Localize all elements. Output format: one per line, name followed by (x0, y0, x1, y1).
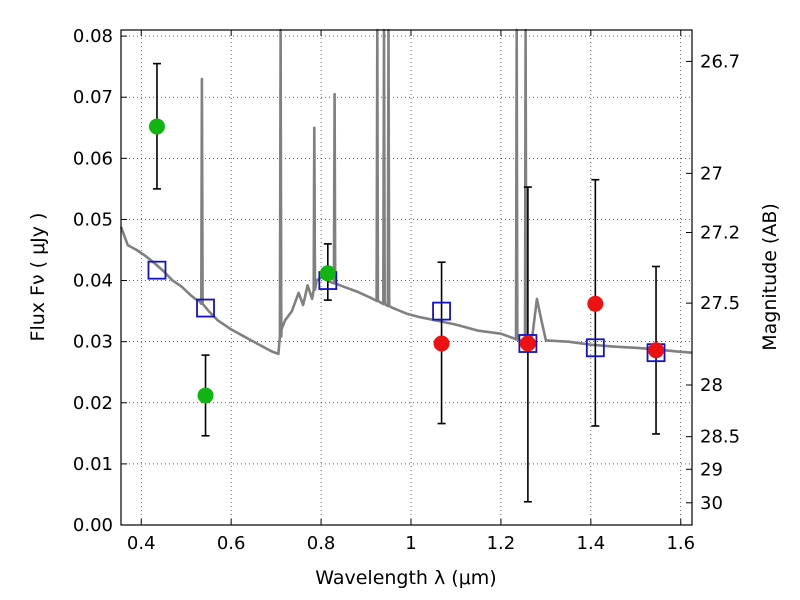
observed-point-optical (148, 118, 165, 135)
observed-point-optical (319, 265, 336, 282)
y2-tick-label: 30 (700, 493, 723, 514)
error-bars (152, 62, 661, 503)
model-boxes (147, 260, 666, 363)
axis-ticks: 0.4 0.6 0.8 1 1.2 1.4 1.6 0.00 0.01 0.02 0.03 0.04 0… (73, 26, 740, 554)
y-tick-label: 0.08 (73, 26, 113, 47)
observed-point-nir (519, 335, 536, 352)
y2-axis-label: Magnitude (AB) (759, 203, 781, 351)
y-tick-label: 0.05 (73, 209, 113, 230)
x-tick-label: 1.6 (666, 533, 695, 554)
observed-point-nir (433, 335, 450, 352)
y-axis-label: Flux Fν ( μJy ) (27, 213, 49, 342)
model-box (432, 301, 451, 321)
observed-point-nir (587, 295, 604, 312)
model-box (585, 338, 605, 358)
y-tick-label: 0.07 (73, 87, 113, 108)
y2-tick-label: 27.5 (700, 293, 740, 314)
y-tick-label: 0.00 (73, 515, 113, 536)
y2-tick-label: 28.5 (700, 427, 740, 448)
plot-frame (120, 29, 693, 526)
y-tick-label: 0.06 (73, 148, 113, 169)
y2-tick-label: 28 (700, 375, 723, 396)
x-tick-label: 0.4 (127, 533, 156, 554)
x-tick-label: 0.6 (217, 533, 246, 554)
y-tick-label: 0.01 (73, 454, 113, 475)
y2-tick-label: 29 (700, 459, 723, 480)
x-tick-label: 1.4 (577, 533, 606, 554)
x-tick-label: 1 (405, 533, 416, 554)
y-tick-label: 0.03 (73, 332, 113, 353)
observed-point-nir (648, 342, 665, 359)
observed-point-optical (197, 387, 214, 404)
y-tick-label: 0.04 (73, 271, 113, 292)
y-tick-label: 0.02 (73, 393, 113, 414)
model-spectrum (119, 28, 693, 356)
model-box (147, 260, 167, 280)
x-tick-label: 1.2 (487, 533, 516, 554)
model-box (196, 298, 215, 318)
y2-tick-label: 27 (700, 163, 723, 184)
y2-tick-label: 27.2 (700, 223, 740, 244)
gridlines (121, 30, 692, 526)
x-axis-label: Wavelength λ (μm) (315, 567, 496, 589)
model-box (518, 334, 538, 353)
y2-tick-label: 26.7 (700, 51, 740, 72)
x-tick-label: 0.8 (307, 533, 336, 554)
model-spectrum-line (119, 28, 693, 356)
observed-points (148, 118, 665, 404)
